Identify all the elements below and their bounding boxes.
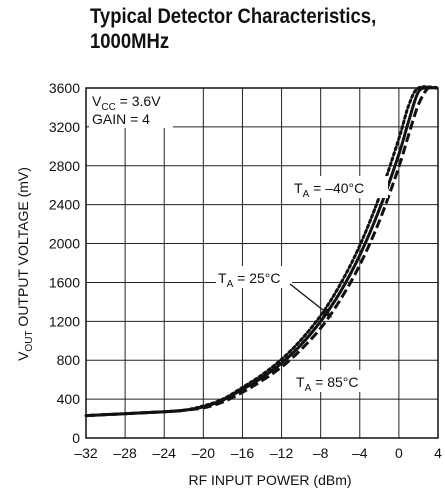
y-tick-label: 2400 — [49, 197, 80, 213]
gain-label: GAIN = 4 — [92, 111, 150, 127]
label-bg-85 — [293, 370, 373, 392]
x-tick-label: –8 — [313, 445, 329, 461]
x-tick-label: 0 — [395, 445, 403, 461]
y-axis-label: VOUT OUTPUT VOLTAGE (mV) — [15, 167, 35, 361]
x-tick-label: –12 — [270, 445, 294, 461]
vcc-label: VCC = 3.6V — [92, 93, 161, 113]
x-tick-label: –4 — [352, 445, 368, 461]
x-tick-label: –20 — [192, 445, 216, 461]
y-tick-label: 2000 — [49, 236, 80, 252]
y-tick-label: 800 — [57, 352, 81, 368]
chart-title-line2: 1000MHz — [90, 30, 170, 53]
y-tick-labels: 0 400 800 1200 1600 2000 2400 2800 3200 3600 — [49, 80, 80, 446]
x-tick-label: –16 — [231, 445, 255, 461]
series-lines — [84, 85, 440, 418]
series-line-0 — [84, 85, 440, 418]
x-tick-label: –28 — [113, 445, 137, 461]
plot-frame — [85, 87, 439, 439]
series-line-1 — [85, 86, 439, 418]
x-tick-label: –24 — [153, 445, 177, 461]
chart-title-line1: Typical Detector Characteristics, — [90, 5, 377, 28]
x-tick-label: –32 — [74, 445, 98, 461]
series-label-85: TA = 85°C — [296, 374, 358, 394]
y-tick-label: 0 — [72, 430, 80, 446]
y-tick-label: 3600 — [49, 80, 80, 96]
label-bg-minus40 — [292, 176, 388, 198]
conditions-box — [89, 88, 173, 128]
label-bg-25 — [216, 266, 292, 288]
y-tick-label: 1600 — [49, 274, 80, 290]
x-tick-labels: –32 –28 –24 –20 –16 –12 –8 –4 0 4 — [74, 445, 442, 461]
y-tick-label: 3200 — [49, 119, 80, 135]
label-25-arrowhead — [321, 308, 332, 318]
y-tick-label: 2800 — [49, 158, 80, 174]
series-label-minus40: TA = –40°C — [294, 180, 364, 200]
chart-grid — [85, 87, 439, 439]
y-tick-label: 400 — [57, 391, 81, 407]
y-tick-label: 1200 — [49, 313, 80, 329]
x-axis-label: RF INPUT POWER (dBm) — [188, 472, 351, 488]
series-label-25: TA = 25°C — [218, 270, 280, 290]
label-25-leader — [289, 283, 329, 315]
chart-title: Typical Detector Characteristics, 1000MH… — [90, 4, 398, 54]
series-line-2 — [85, 85, 439, 418]
x-tick-label: 4 — [434, 445, 442, 461]
